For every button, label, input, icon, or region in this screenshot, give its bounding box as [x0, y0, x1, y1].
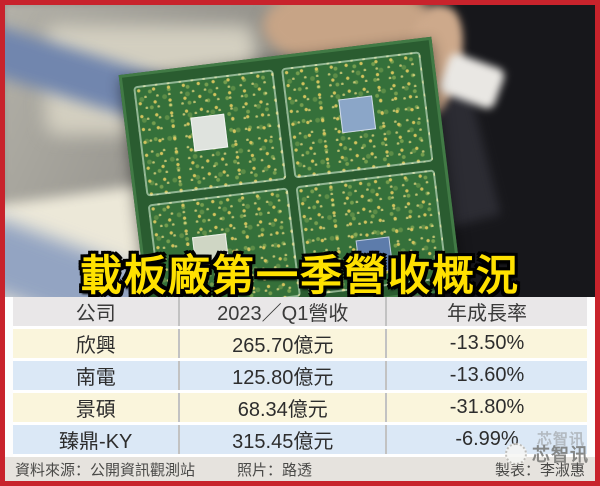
cell-company: 欣興	[13, 327, 180, 361]
photo-pcb-panel: 載板廠第一季營收概況	[5, 5, 595, 297]
cell-revenue: 315.45億元	[178, 423, 387, 457]
table-row: 南電 125.80億元 -13.60%	[13, 359, 587, 393]
table-row: 欣興 265.70億元 -13.50%	[13, 327, 587, 361]
revenue-table-section: 公司 2023／Q1營收 年成長率 欣興 265.70億元 -13.50% 南電…	[5, 297, 595, 457]
pcb-center-pad	[190, 113, 229, 152]
header-growth: 年成長率	[385, 297, 587, 329]
revenue-table: 公司 2023／Q1營收 年成長率 欣興 265.70億元 -13.50% 南電…	[13, 297, 587, 457]
pcb-quadrant-top-left	[133, 69, 287, 197]
data-source-credit: 資料來源：公開資訊觀測站	[15, 461, 196, 479]
pcb-center-pad	[338, 95, 376, 134]
photo-credit: 照片：路透	[237, 461, 313, 479]
header-revenue: 2023／Q1營收	[178, 297, 387, 329]
cell-revenue: 125.80億元	[178, 359, 387, 393]
cell-company: 臻鼎-KY	[13, 423, 180, 457]
cell-company: 南電	[13, 359, 180, 393]
cell-growth: -6.99%	[385, 423, 587, 457]
cell-revenue: 68.34億元	[178, 391, 387, 425]
header-company: 公司	[13, 297, 180, 329]
table-maker-credit: 製表：李淑惠	[494, 461, 585, 479]
table-row: 臻鼎-KY 315.45億元 -6.99%	[13, 423, 587, 457]
headline-banner: 載板廠第一季營收概況	[79, 252, 520, 297]
cell-growth: -13.60%	[385, 359, 587, 393]
cell-growth: -13.50%	[385, 327, 587, 361]
credits-footer: 資料來源：公開資訊觀測站 照片：路透 製表：李淑惠	[5, 457, 595, 481]
table-header-row: 公司 2023／Q1營收 年成長率	[13, 297, 587, 329]
cell-growth: -31.80%	[385, 391, 587, 425]
table-row: 景碩 68.34億元 -31.80%	[13, 391, 587, 425]
cell-company: 景碩	[13, 391, 180, 425]
cell-revenue: 265.70億元	[178, 327, 387, 361]
pcb-quadrant-top-right	[280, 51, 434, 179]
